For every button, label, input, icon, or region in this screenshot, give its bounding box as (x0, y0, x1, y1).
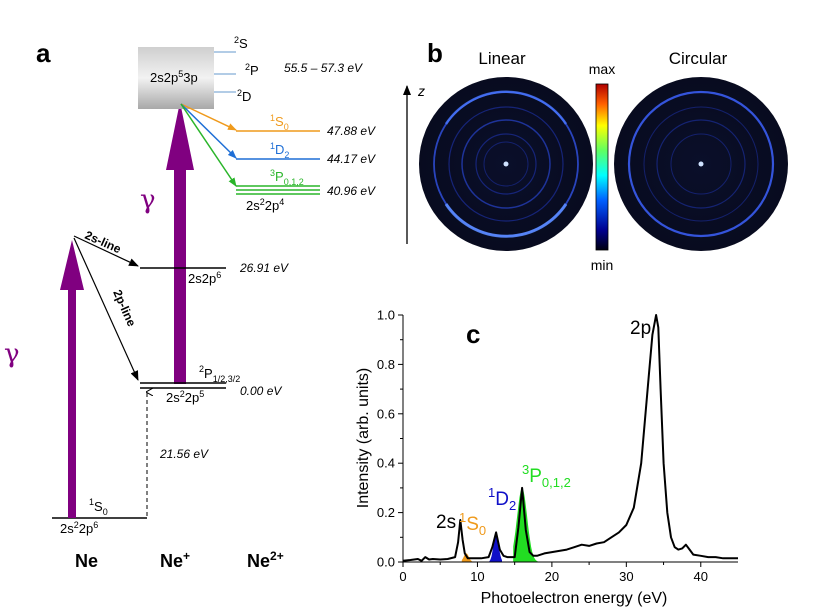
panel-a: a 1S0 2s22p6 γ γ 2P1/2,3/2 2s22p5 0.00 e… (4, 35, 376, 571)
species-ne-plus: Ne+ (160, 549, 190, 571)
panel-b: b Linear Circular z max min (403, 38, 788, 273)
annotation-3p: 3P0,1,2 (522, 462, 571, 490)
excited-2s-energy: 26.91 eV (239, 261, 289, 275)
z-axis-label: z (417, 83, 425, 99)
annotation-2s: 2s (436, 512, 456, 533)
photon-arrow-2 (166, 102, 194, 384)
species-ne: Ne (75, 551, 98, 571)
panel-c: c 0 10 20 30 40 0.0 0.2 0.4 0.6 0.8 1.0 Photoelect… (355, 308, 738, 607)
ion-energy: 0.00 eV (240, 384, 282, 398)
y-tick-label-0: 0.0 (377, 555, 395, 570)
y-tick-label-4: 0.8 (377, 357, 395, 372)
annotation-2p: 2p (630, 318, 651, 339)
p-line-arrow (73, 237, 139, 381)
final-state-1d2-label: 1D2 (270, 141, 289, 160)
panel-b-label: b (427, 38, 443, 68)
s-line-arrow (73, 235, 139, 267)
filled-peak-1 (489, 532, 503, 562)
x-tick-label-1: 10 (470, 569, 484, 584)
final-state-3p-label: 3P0,1,2 (270, 168, 304, 187)
term-2d-label: 2D (237, 88, 251, 104)
excited-2s-config: 2s2p6 (188, 270, 221, 286)
circular-title: Circular (669, 49, 728, 68)
x-tick-label-4: 40 (694, 569, 708, 584)
final-energy-1d2: 44.17 eV (327, 152, 376, 166)
ion-config-label: 2s22p5 (166, 389, 204, 405)
y-tick-label-3: 0.6 (377, 406, 395, 421)
panel-a-label: a (36, 38, 51, 68)
photon-symbol-1: γ (4, 339, 20, 369)
x-tick-label-0: 0 (399, 569, 406, 584)
term-2p-label: 2P (245, 62, 259, 78)
threshold-energy: 21.56 eV (159, 447, 209, 461)
resonance-box (138, 47, 214, 109)
x-axis-title: Photoelectron energy (eV) (481, 590, 668, 607)
circular-vmi-image (614, 77, 788, 251)
annotation-1d2: 1D2 (488, 485, 516, 513)
s-line-label: 2s-line (83, 228, 124, 256)
x-tick-label-2: 20 (545, 569, 559, 584)
y-tick-label-5: 1.0 (377, 308, 395, 323)
species-ne-2plus: Ne2+ (247, 549, 284, 571)
ion-state-label: 2P1/2,3/2 (199, 364, 240, 384)
resonance-config: 2s2p53p (150, 69, 198, 85)
photon-arrow-1 (60, 240, 84, 518)
ground-state-label: 1S0 (89, 497, 108, 517)
decay-arrow-1d2 (180, 103, 237, 159)
dication-config: 2s22p4 (246, 197, 284, 213)
linear-vmi-image (419, 77, 593, 251)
decay-arrow-3p (180, 103, 237, 187)
colorbar (595, 83, 609, 251)
decay-arrow-1s0 (180, 103, 237, 131)
y-tick-label-1: 0.2 (377, 505, 395, 520)
colorbar-min: min (591, 257, 614, 273)
y-tick-label-2: 0.4 (377, 456, 395, 471)
colorbar-max: max (589, 61, 615, 77)
spectrum-chart: 0 10 20 30 40 0.0 0.2 0.4 0.6 0.8 1.0 (377, 308, 738, 584)
panel-c-label: c (466, 319, 480, 349)
final-energy-3p: 40.96 eV (327, 184, 376, 198)
final-state-1s0-label: 1S0 (270, 113, 289, 132)
final-energy-1s0: 47.88 eV (327, 124, 376, 138)
linear-title: Linear (478, 49, 526, 68)
photon-symbol-2: γ (140, 185, 156, 215)
y-axis-title: Intensity (arb. units) (355, 368, 372, 509)
x-tick-label-3: 30 (619, 569, 633, 584)
p-line-label: 2p-line (110, 288, 139, 329)
ground-config-label: 2s22p6 (60, 520, 98, 536)
annotation-1s0: 1S0 (459, 510, 486, 538)
spectrum-line (402, 314, 738, 562)
resonance-energy: 55.5 – 57.3 eV (284, 61, 363, 75)
term-2s-label: 2S (234, 35, 248, 51)
